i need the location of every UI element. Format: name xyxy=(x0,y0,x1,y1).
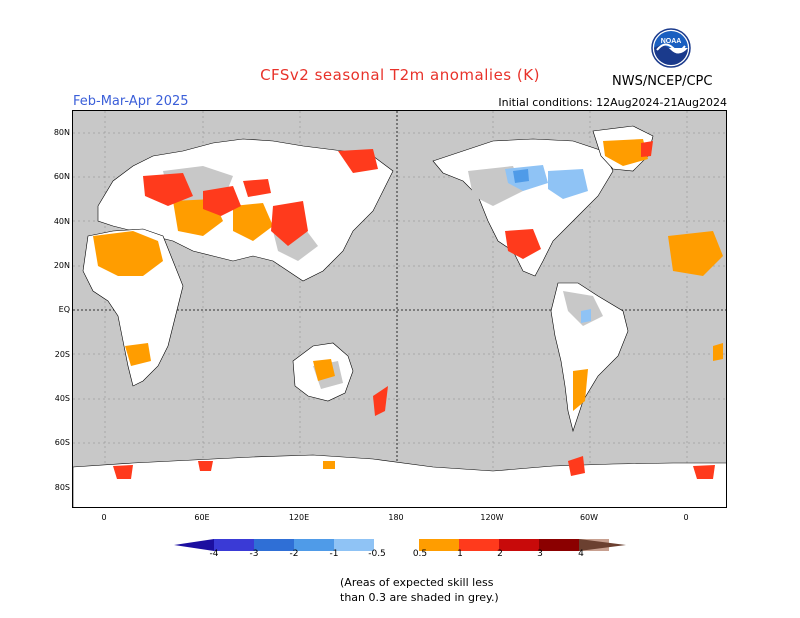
anomaly-map xyxy=(72,110,727,508)
lat-label-60n: 60N xyxy=(53,172,70,181)
lon-label-0-west: 0 xyxy=(101,513,107,522)
warm-anomaly-red xyxy=(113,141,715,479)
legend-swatch-below-minus4 xyxy=(174,539,214,551)
lat-label-80s: 80S xyxy=(54,483,70,492)
legend-tick-minus2: -2 xyxy=(289,549,299,559)
legend-swatch-neutral xyxy=(374,539,419,551)
legend-swatch-minus3 xyxy=(254,539,294,551)
lon-label-120w: 120W xyxy=(480,513,504,522)
legend-tick-minus1: -1 xyxy=(329,549,339,559)
skill-note: (Areas of expected skill less than 0.3 a… xyxy=(340,575,499,605)
lon-label-120e: 120E xyxy=(288,513,310,522)
lat-label-20s: 20S xyxy=(54,350,70,359)
legend-tick-minus4: -4 xyxy=(209,549,219,559)
legend-swatch-minus2 xyxy=(294,539,334,551)
legend-tick-0-5: 0.5 xyxy=(412,549,428,559)
legend-swatch-1 xyxy=(459,539,499,551)
legend-tick-minus3: -3 xyxy=(249,549,259,559)
lon-label-0-east: 0 xyxy=(683,513,689,522)
lat-label-60s: 60S xyxy=(54,438,70,447)
season-label: Feb-Mar-Apr 2025 xyxy=(73,94,189,109)
legend-swatch-minus1 xyxy=(334,539,374,551)
lat-label-40s: 40S xyxy=(54,394,70,403)
organization-label: NWS/NCEP/CPC xyxy=(612,74,713,89)
warm-anomaly-orange xyxy=(93,139,723,469)
lat-label-20n: 20N xyxy=(53,261,70,270)
legend-swatch-2 xyxy=(499,539,539,551)
legend-swatch-minus4 xyxy=(214,539,254,551)
legend-tick-2: 2 xyxy=(497,549,503,559)
lon-label-60w: 60W xyxy=(579,513,599,522)
lon-label-180: 180 xyxy=(388,513,404,522)
legend-tick-4: 4 xyxy=(578,549,584,559)
legend-tick-3: 3 xyxy=(537,549,543,559)
legend-tick-minus0-5: -0.5 xyxy=(368,549,386,559)
cool-anomaly-blue-dark xyxy=(513,169,529,183)
legend-swatch-above-4 xyxy=(579,539,626,551)
legend-swatch-3 xyxy=(539,539,579,551)
lat-label-80n: 80N xyxy=(53,128,70,137)
legend-tick-1: 1 xyxy=(457,549,463,559)
color-legend-bar xyxy=(174,536,626,551)
skill-note-line2: than 0.3 are shaded in grey.) xyxy=(340,591,499,604)
lat-label-eq: EQ xyxy=(58,305,70,314)
lon-label-60e: 60E xyxy=(194,513,210,522)
chart-title: CFSv2 seasonal T2m anomalies (K) xyxy=(260,66,540,84)
svg-text:NOAA: NOAA xyxy=(661,38,682,45)
noaa-logo: NOAA xyxy=(651,28,691,68)
lat-label-40n: 40N xyxy=(53,217,70,226)
legend-swatch-0-5 xyxy=(419,539,459,551)
initial-conditions-label: Initial conditions: 12Aug2024-21Aug2024 xyxy=(498,96,727,109)
skill-note-line1: (Areas of expected skill less xyxy=(340,576,494,589)
land-antarctica xyxy=(73,454,726,507)
